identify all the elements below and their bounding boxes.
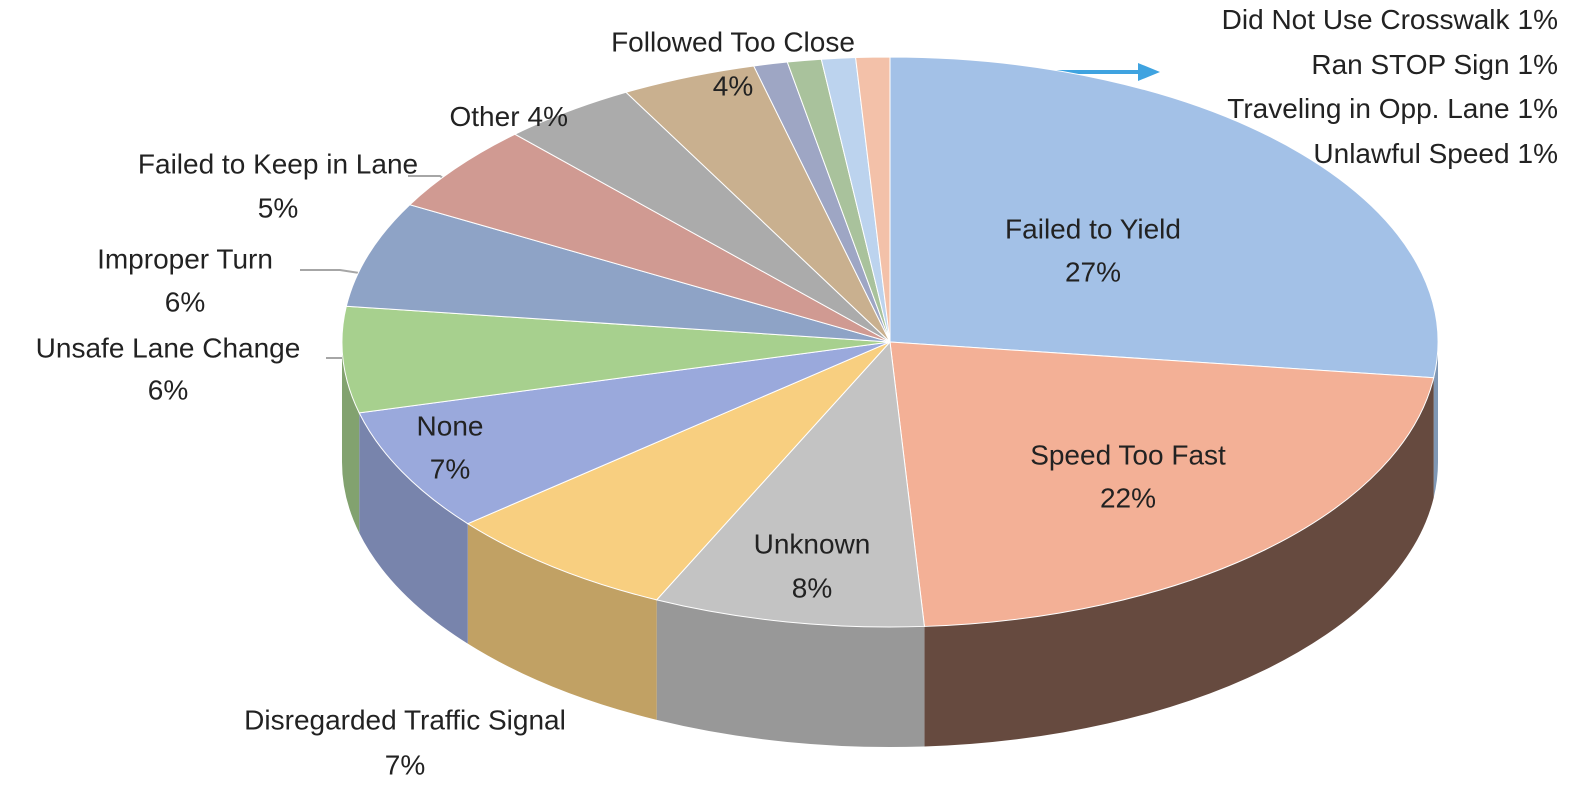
slice-label-group: Traveling in Opp. Lane 1% — [1227, 93, 1558, 124]
slice-side — [342, 342, 360, 533]
slice-tops — [341, 56, 1439, 628]
slice-label-group: Other 4% — [450, 101, 569, 132]
slice — [345, 204, 891, 343]
slice-value-label: 1% — [1518, 93, 1558, 124]
slice-label: None — [417, 410, 484, 441]
callout-arrowhead — [1138, 63, 1160, 81]
slice-value-label: 7% — [430, 453, 470, 484]
slice-value-label: 1% — [1518, 4, 1558, 35]
slice-value-label: 4% — [528, 101, 568, 132]
slice-label: Improper Turn — [97, 243, 273, 274]
slice-value-label: 7% — [385, 749, 425, 780]
slice-value-label: 6% — [165, 286, 205, 317]
slice — [889, 56, 1439, 379]
slice-value-label: 5% — [258, 192, 298, 223]
slice-value-label: 27% — [1065, 256, 1121, 287]
slice-label-group: Did Not Use Crosswalk 1% — [1222, 4, 1558, 35]
slice-value-label: 22% — [1100, 482, 1156, 513]
slice — [341, 305, 891, 414]
slice-side — [924, 377, 1434, 747]
slice-value-label: 6% — [148, 374, 188, 405]
slice-label: Failed to Keep in Lane — [138, 148, 418, 179]
slice-label: Disregarded Traffic Signal — [244, 704, 566, 735]
slice — [358, 341, 891, 525]
slice-value-label: 1% — [1518, 138, 1558, 169]
slice-sides — [342, 342, 1438, 747]
slice-label: Other — [450, 101, 520, 132]
slice-label: Followed Too Close — [611, 26, 855, 57]
slice-value-label: 4% — [713, 70, 753, 101]
slice — [408, 133, 891, 343]
slice-label: Did Not Use Crosswalk — [1222, 4, 1511, 35]
slice-label-group: Unlawful Speed 1% — [1313, 138, 1558, 169]
slice-side — [467, 523, 657, 720]
slice-side — [656, 599, 925, 747]
slice-label: Unknown — [754, 528, 871, 559]
slice-label-group: Ran STOP Sign 1% — [1311, 49, 1558, 80]
slice-label: Unlawful Speed — [1313, 138, 1509, 169]
slice — [655, 340, 925, 628]
slice-label: Speed Too Fast — [1030, 439, 1226, 470]
slice — [466, 341, 891, 601]
slice-side — [359, 412, 468, 644]
slice-value-label: 8% — [792, 572, 832, 603]
slice-label: Failed to Yield — [1005, 213, 1181, 244]
slice — [855, 56, 891, 343]
slice-label: Unsafe Lane Change — [36, 332, 301, 363]
slice — [889, 341, 1435, 627]
slice-label: Ran STOP Sign — [1311, 49, 1509, 80]
slice-label: Traveling in Opp. Lane — [1227, 93, 1509, 124]
slice-value-label: 1% — [1518, 49, 1558, 80]
slice-side — [1433, 342, 1438, 498]
